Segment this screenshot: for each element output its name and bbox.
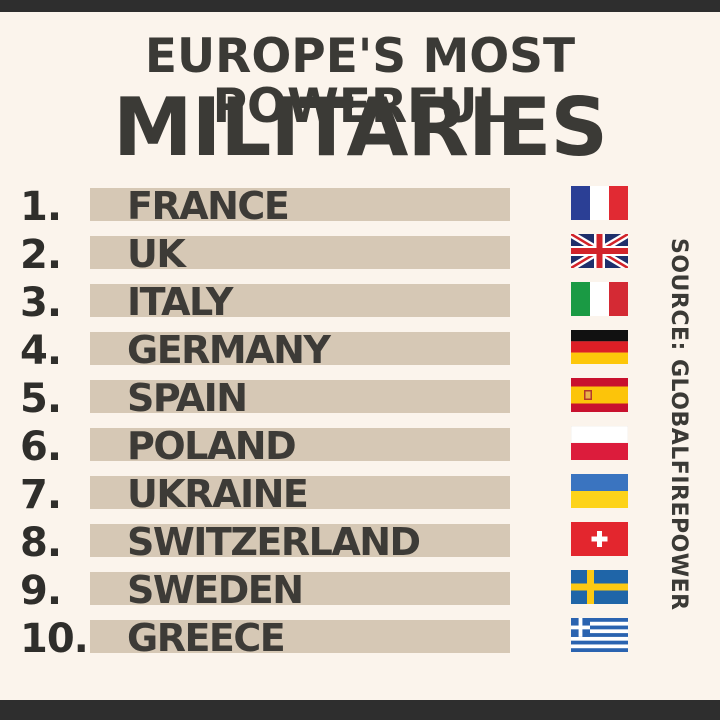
- title-line-2: MILITARIES: [112, 81, 608, 174]
- rank-bar: [90, 380, 510, 413]
- greece-flag-icon: [571, 618, 628, 652]
- country-name: FRANCE: [127, 184, 290, 228]
- uk-flag-icon: [571, 234, 628, 268]
- rank-bar: [90, 284, 510, 317]
- rank-bar: [90, 236, 510, 269]
- rank-bar: [90, 428, 510, 461]
- rank-number: 6.: [20, 424, 62, 470]
- country-name: SWEDEN: [127, 568, 304, 612]
- rank-bar: [90, 476, 510, 509]
- rank-number: 9.: [20, 568, 62, 614]
- infographic-card: EUROPE'S MOST POWERFUL MILITARIES 1. FRA…: [0, 12, 720, 700]
- rank-bar: [90, 620, 510, 653]
- rank-number: 10.: [20, 616, 89, 662]
- poland-flag-icon: [571, 426, 628, 460]
- country-name: SWITZERLAND: [127, 520, 421, 564]
- source-credit: SOURCE: GLOBALFIREPOWER: [655, 238, 695, 638]
- rank-bar: [90, 332, 510, 365]
- france-flag-icon: [571, 186, 628, 220]
- rank-number: 7.: [20, 472, 62, 518]
- country-name: ITALY: [127, 280, 233, 324]
- title-line-1: EUROPE'S MOST POWERFUL: [144, 29, 576, 134]
- rank-number: 3.: [20, 280, 62, 326]
- rank-number: 2.: [20, 232, 62, 278]
- switzerland-flag-icon: [571, 522, 628, 556]
- rank-number: 5.: [20, 376, 62, 422]
- country-name: UKRAINE: [127, 472, 309, 516]
- rank-bar: [90, 524, 510, 557]
- rank-bar: [90, 572, 510, 605]
- country-name: POLAND: [127, 424, 297, 468]
- italy-flag-icon: [571, 282, 628, 316]
- sweden-flag-icon: [571, 570, 628, 604]
- source-text: SOURCE: GLOBALFIREPOWER: [666, 238, 691, 611]
- country-name: GERMANY: [127, 328, 331, 372]
- rank-number: 8.: [20, 520, 62, 566]
- country-name: SPAIN: [127, 376, 248, 420]
- country-name: GREECE: [127, 616, 286, 660]
- rank-number: 1.: [20, 184, 62, 230]
- germany-flag-icon: [571, 330, 628, 364]
- rank-number: 4.: [20, 328, 62, 374]
- spain-flag-icon: [571, 378, 628, 412]
- ukraine-flag-icon: [571, 474, 628, 508]
- country-name: UK: [127, 232, 186, 276]
- rank-bar: [90, 188, 510, 221]
